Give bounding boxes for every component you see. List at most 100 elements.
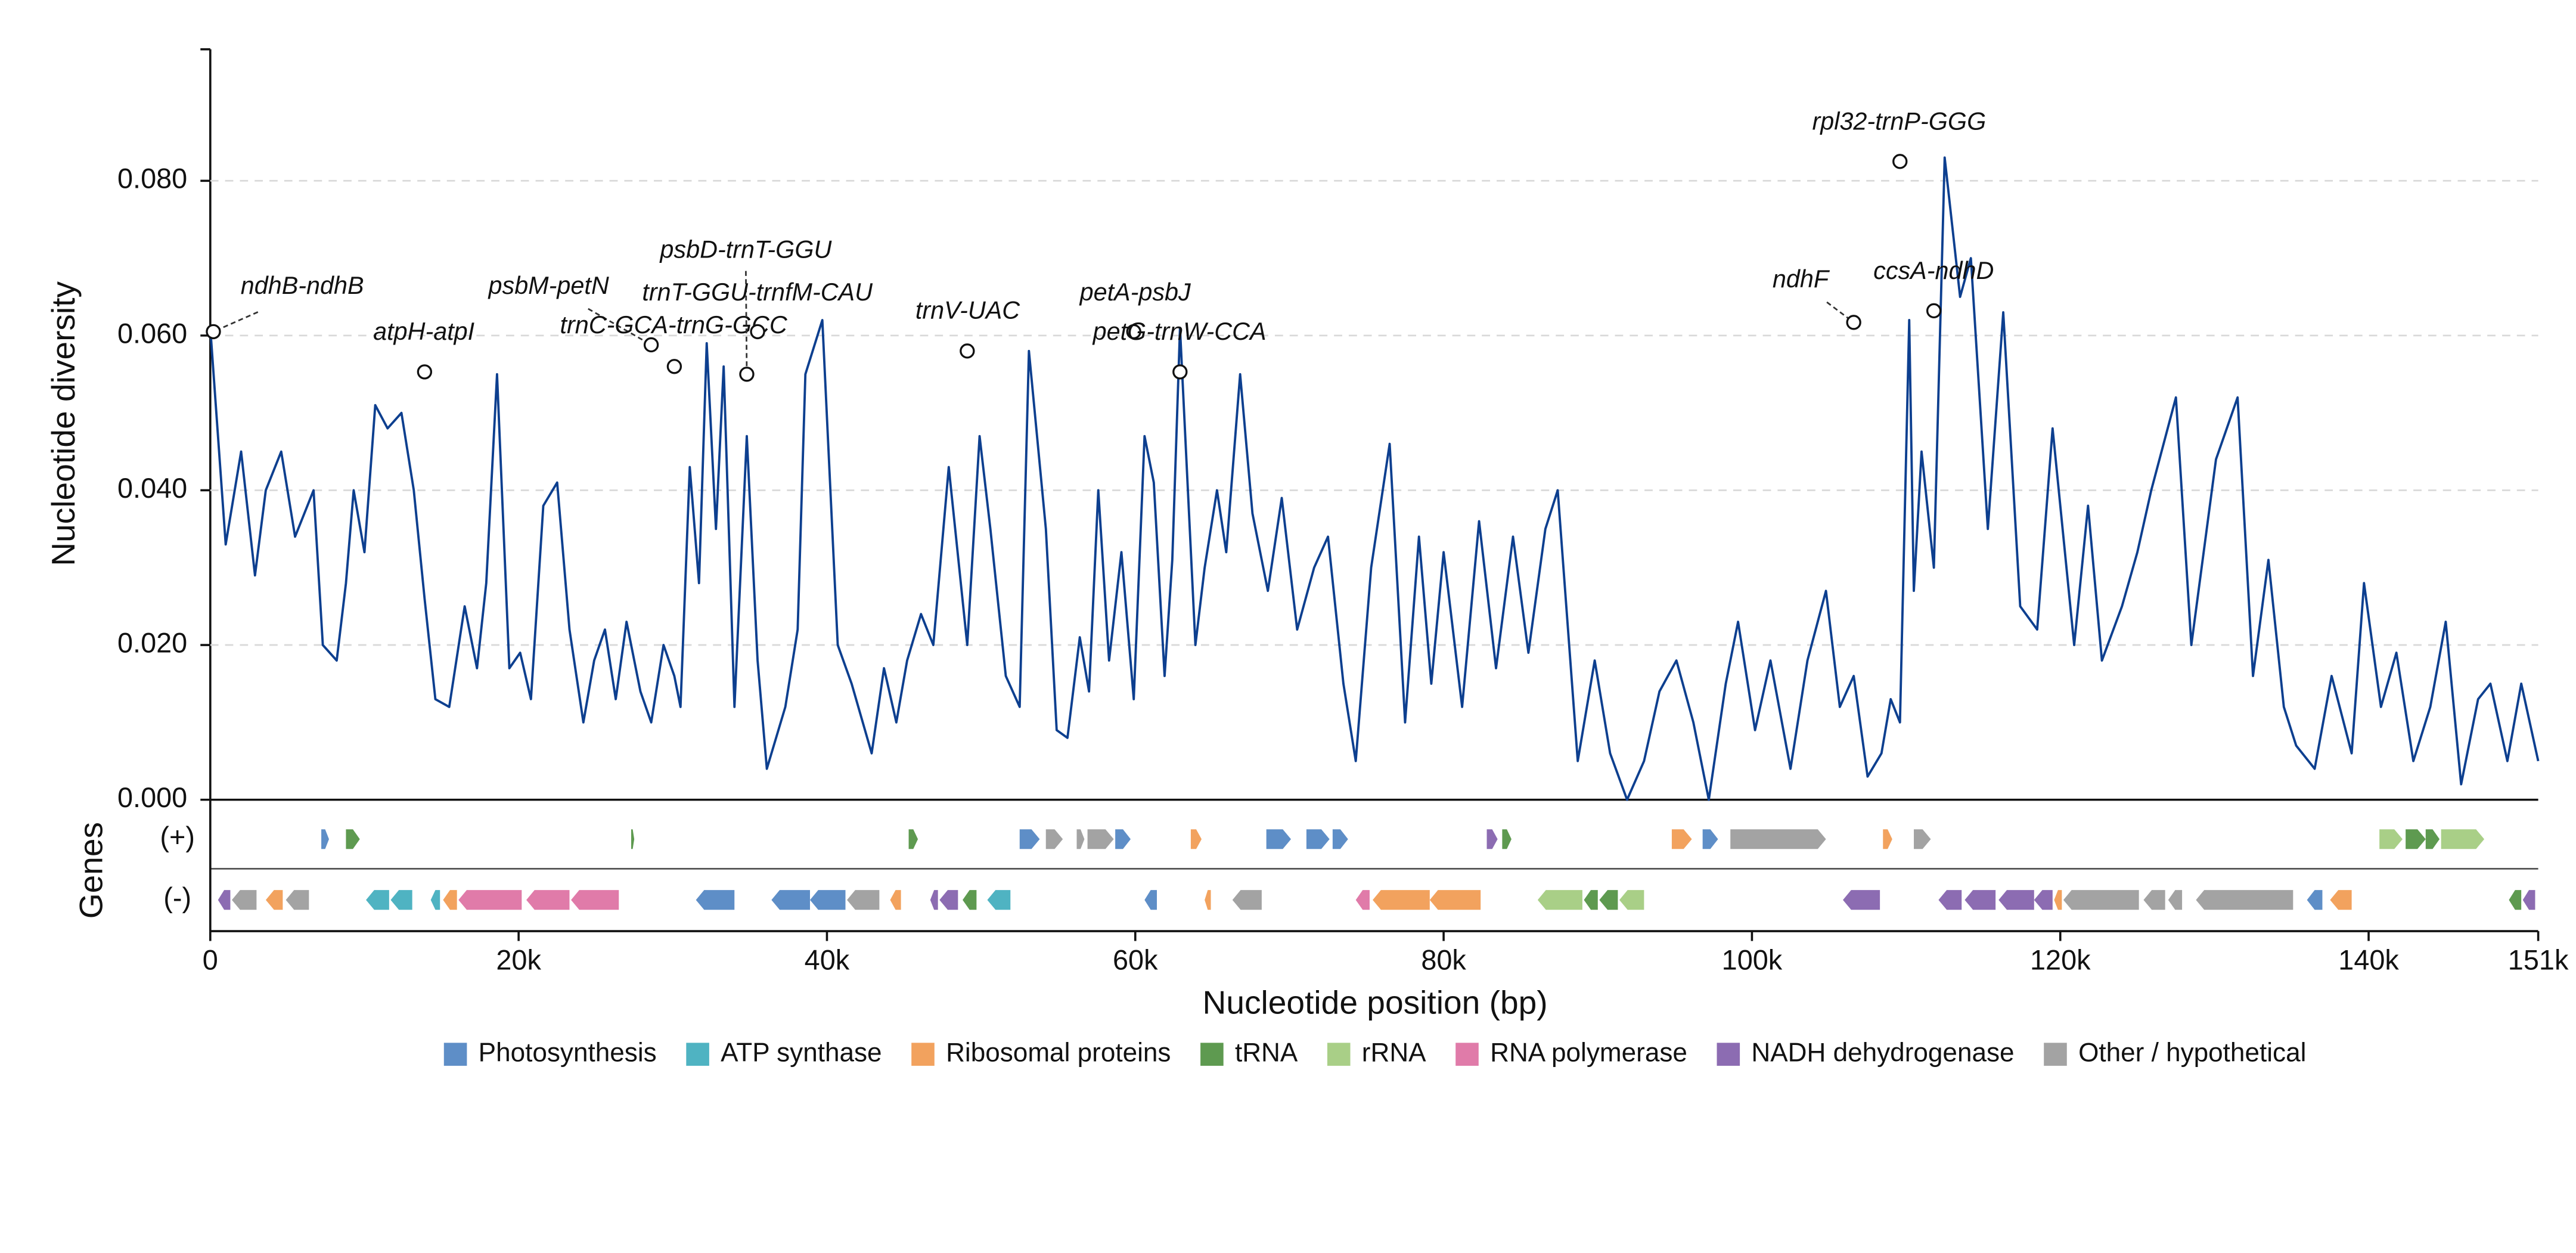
annotation-label: psbM-petN xyxy=(488,272,609,299)
annotation-label: atpH-atpI xyxy=(373,318,475,345)
gene xyxy=(1914,829,1931,849)
x-tick-label: 80k xyxy=(1421,945,1466,976)
legend-label: rRNA xyxy=(1362,1038,1426,1067)
x-tick-label: 100k xyxy=(1722,945,1783,976)
gene xyxy=(1087,829,1114,849)
gene xyxy=(1115,829,1131,849)
gene xyxy=(2425,829,2440,849)
legend-label: tRNA xyxy=(1235,1038,1298,1067)
gene xyxy=(430,890,440,910)
gene xyxy=(2168,890,2183,910)
x-tick-label: 120k xyxy=(2030,945,2091,976)
annotation-leader xyxy=(588,308,652,346)
legend-label: Other / hypothetical xyxy=(2078,1038,2306,1067)
gene xyxy=(963,890,977,910)
y-tick-label: 0.060 xyxy=(117,318,187,349)
gene xyxy=(265,890,283,910)
gene xyxy=(1671,829,1692,849)
diversity-line xyxy=(209,156,2540,801)
gene xyxy=(346,829,360,849)
legend-label: RNA polymerase xyxy=(1490,1038,1687,1067)
x-tick-label: 40k xyxy=(805,945,850,976)
legend-swatch xyxy=(443,1043,467,1066)
legend-swatch xyxy=(1455,1043,1479,1066)
gene xyxy=(2522,890,2535,910)
gene xyxy=(285,890,309,910)
x-tick-label: 151k xyxy=(2508,945,2569,976)
gene xyxy=(1619,890,1644,910)
annotation-label: trnT-GGU-trnfM-CAU xyxy=(642,278,873,306)
gene xyxy=(1373,890,1430,910)
gene xyxy=(847,890,880,910)
annotation-label: petA-psbJ xyxy=(1079,278,1191,306)
legend-label: Ribosomal proteins xyxy=(946,1038,1171,1067)
y-tick-label: 0.080 xyxy=(117,163,187,194)
legend: Photosynthesis ATP synthase Ribosomal prot… xyxy=(443,1038,2306,1067)
annotation-label: petG-trnW-CCA xyxy=(1092,318,1267,345)
gene xyxy=(2509,890,2522,910)
gene xyxy=(1429,890,1481,910)
annotation-point xyxy=(643,337,659,353)
gene xyxy=(443,890,457,910)
gene xyxy=(2307,890,2323,910)
gene xyxy=(2379,829,2403,849)
gene xyxy=(1190,829,1202,849)
gene xyxy=(2063,890,2139,910)
gene xyxy=(810,890,846,910)
gene xyxy=(890,890,901,910)
legend-swatch xyxy=(1327,1043,1351,1066)
gene xyxy=(939,890,958,910)
gene xyxy=(1306,829,1330,849)
gene xyxy=(2406,829,2426,849)
legend-swatch xyxy=(1200,1043,1224,1066)
legend-label: ATP synthase xyxy=(721,1038,882,1067)
annotation-point xyxy=(1926,303,1942,319)
x-tick-label: 140k xyxy=(2338,945,2399,976)
annotation-point xyxy=(417,364,433,380)
gene xyxy=(526,890,570,910)
x-tick-label: 60k xyxy=(1113,945,1158,976)
gene xyxy=(1144,890,1157,910)
gene xyxy=(1938,890,1962,910)
gene xyxy=(1266,829,1292,849)
gene xyxy=(908,829,918,849)
y-tick-label: 0.000 xyxy=(117,782,187,813)
annotation-point xyxy=(666,359,682,374)
x-axis-label: Nucleotide position (bp) xyxy=(1203,984,1548,1021)
legend-swatch xyxy=(1717,1043,1740,1066)
y-axis-label: Nucleotide diversity xyxy=(45,281,82,566)
gene xyxy=(2330,890,2352,910)
gene xyxy=(1019,829,1040,849)
gene xyxy=(1502,829,1512,849)
annotation-point xyxy=(1126,324,1141,340)
annotation-label: rpl32-trnP-GGG xyxy=(1812,108,1986,135)
gene xyxy=(1883,829,1892,849)
annotation-label: ccsA-ndhD xyxy=(1873,257,1994,284)
gene xyxy=(366,890,389,910)
gene xyxy=(1730,829,1826,849)
annotation-point xyxy=(739,367,755,382)
gene xyxy=(218,890,231,910)
track-label: (-) xyxy=(163,882,191,913)
gene xyxy=(930,890,938,910)
annotation-point xyxy=(1172,364,1188,380)
annotation-label: ndhB-ndhB xyxy=(241,272,364,299)
gene xyxy=(1998,890,2034,910)
gene xyxy=(2054,890,2062,910)
gene xyxy=(1045,829,1063,849)
annotation-point xyxy=(1892,154,1908,169)
track-title: Genes xyxy=(73,822,110,919)
annotation-leader xyxy=(745,271,748,374)
annotation-point xyxy=(206,324,221,340)
x-tick-label: 0 xyxy=(203,945,218,976)
gene xyxy=(1332,829,1348,849)
x-tick-label: 20k xyxy=(496,945,541,976)
gene xyxy=(321,829,329,849)
gene xyxy=(696,890,735,910)
legend-label: Photosynthesis xyxy=(479,1038,657,1067)
gene xyxy=(771,890,811,910)
gene xyxy=(1599,890,1618,910)
annotation-point xyxy=(1846,315,1861,330)
gene xyxy=(2034,890,2053,910)
annotation-label: trnV-UAC xyxy=(915,296,1020,324)
